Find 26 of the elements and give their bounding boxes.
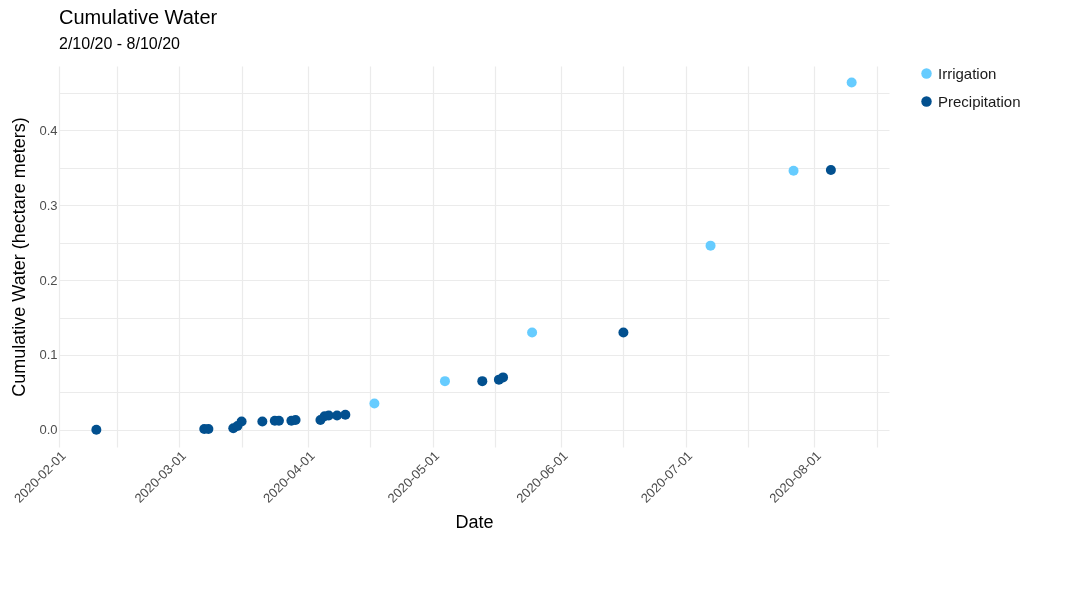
y-tick-label: 0.0	[39, 422, 58, 438]
point	[618, 327, 629, 338]
point	[236, 416, 247, 427]
y-tick-label: 0.4	[39, 122, 58, 138]
point	[340, 409, 351, 420]
y-axis-title: Cumulative Water (hectare meters)	[9, 117, 30, 397]
legend-label: Irrigation	[938, 64, 997, 82]
point	[498, 372, 509, 383]
point	[846, 77, 857, 88]
x-axis-title: Date	[455, 511, 494, 532]
point	[477, 376, 488, 387]
point	[788, 165, 799, 176]
point	[439, 376, 450, 387]
point	[91, 424, 102, 435]
chart-subtitle: 2/10/20 - 8/10/20	[59, 35, 181, 52]
chart-title: Cumulative Water	[59, 6, 218, 28]
point	[825, 165, 836, 176]
legend-label: Precipitation	[938, 92, 1021, 110]
point	[332, 410, 343, 421]
y-tick-label: 0.1	[39, 347, 58, 363]
point	[369, 398, 380, 409]
point	[705, 240, 716, 251]
point	[527, 327, 538, 338]
y-tick-label: 0.2	[39, 272, 58, 288]
point	[257, 416, 268, 427]
y-tick-label: 0.3	[39, 197, 58, 213]
